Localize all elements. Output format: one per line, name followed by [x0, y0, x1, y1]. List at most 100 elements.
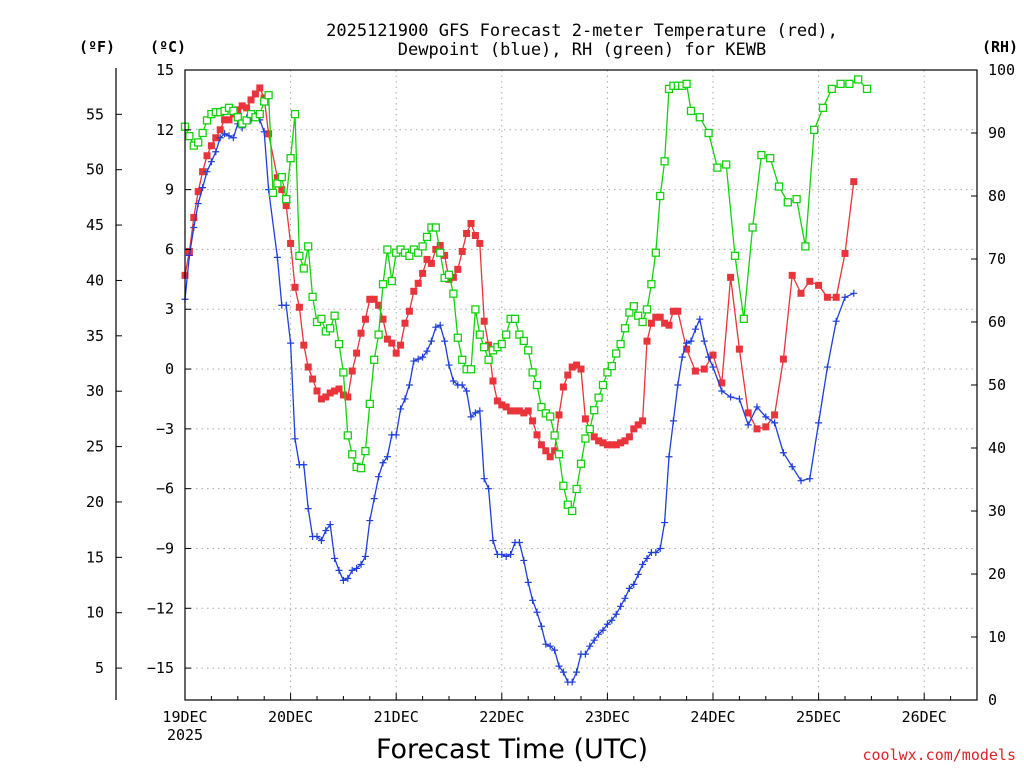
- temperature-point: [533, 431, 541, 439]
- dewpoint-point: [683, 339, 691, 347]
- dewpoint-point: [841, 293, 849, 301]
- temperature-point: [779, 355, 787, 363]
- dewpoint-point: [480, 475, 488, 483]
- rh-tick-label: 50: [988, 376, 1006, 394]
- rh-point: [563, 500, 572, 509]
- dewpoint-point: [335, 566, 343, 574]
- dewpoint-point: [551, 646, 559, 654]
- rh-point: [185, 131, 194, 141]
- dewpoint-point: [199, 184, 207, 192]
- temperature-point: [564, 371, 572, 379]
- dewpoint-point: [339, 576, 347, 584]
- temperature-point: [449, 273, 457, 281]
- rh-point: [497, 339, 506, 349]
- dewpoint-point: [392, 431, 400, 439]
- rh-point: [422, 232, 432, 242]
- chart-title-line1: 2025121900 GFS Forecast 2-meter Temperat…: [326, 21, 838, 41]
- rh-point: [418, 242, 427, 251]
- dewpoint-point: [665, 453, 673, 461]
- rh-point: [682, 79, 691, 89]
- credit-text: coolwx.com/models: [862, 746, 1016, 764]
- rh-point: [308, 292, 317, 301]
- f-tick-label: 20: [86, 493, 104, 511]
- temperature-point: [511, 407, 519, 415]
- dewpoint-point: [427, 337, 435, 345]
- temperature-point: [410, 287, 418, 295]
- rh-point: [339, 368, 348, 377]
- temperature-point: [832, 293, 840, 301]
- x-tick-label: 21DEC: [374, 708, 419, 726]
- dewpoint-point: [361, 552, 369, 560]
- temperature-point: [647, 319, 655, 327]
- x-axis-title: Forecast Time (UTC): [376, 734, 648, 765]
- rh-point: [277, 172, 286, 182]
- dewpoint-point: [599, 626, 607, 634]
- rh-point: [515, 330, 524, 339]
- dewpoint-point: [674, 381, 682, 389]
- dewpoint-point: [344, 574, 352, 582]
- rh-point: [660, 157, 669, 166]
- temperature-point: [419, 269, 427, 277]
- temperature-point: [841, 249, 849, 257]
- dewpoint-point: [313, 533, 321, 541]
- rh-point: [546, 412, 555, 421]
- temperature-point: [454, 265, 462, 273]
- rh-point: [625, 308, 634, 317]
- rh-point: [194, 138, 203, 147]
- dewpoint-point: [634, 570, 642, 578]
- temperature-point: [388, 339, 396, 347]
- dewpoint-point: [542, 640, 550, 648]
- c-tick-label: 12: [156, 121, 174, 139]
- dewpoint-point: [797, 477, 805, 485]
- temperature-point: [555, 411, 563, 419]
- temperature-point: [608, 441, 616, 449]
- dewpoint-point: [669, 417, 677, 425]
- rh-point: [405, 251, 414, 261]
- temperature-point: [674, 307, 682, 315]
- x-tick-label: 20DEC: [268, 708, 313, 726]
- rh-point: [299, 264, 308, 273]
- f-tick-label: 35: [86, 327, 104, 345]
- temperature-point: [507, 407, 515, 415]
- dewpoint-point: [687, 337, 695, 345]
- rh-point: [519, 336, 528, 346]
- dewpoint-point: [612, 610, 620, 618]
- dewpoint-point: [383, 453, 391, 461]
- x-tick-label: 19DEC: [162, 708, 207, 726]
- rh-tick-label: 10: [988, 628, 1006, 646]
- rh-point: [537, 402, 546, 412]
- temperature-point: [212, 134, 220, 142]
- dewpoint-point: [357, 560, 365, 568]
- temperature-point: [199, 168, 207, 176]
- dewpoint-point: [229, 134, 237, 142]
- temperature-point: [247, 96, 255, 104]
- temperature-point: [476, 239, 484, 247]
- c-tick-label: −12: [147, 599, 174, 617]
- rh-point: [502, 330, 511, 339]
- rh-point: [647, 280, 656, 289]
- rh-point: [229, 106, 238, 116]
- temperature-point: [595, 437, 603, 445]
- rh-point: [317, 314, 326, 324]
- temperature-point: [427, 259, 435, 267]
- temperature-point: [656, 313, 664, 321]
- temperature-point: [520, 409, 528, 417]
- rh-point: [304, 242, 313, 251]
- axes: 15129630−3−6−9−12−1555504540353025201510…: [86, 61, 1015, 744]
- temperature-point: [700, 365, 708, 373]
- dewpoint-point: [304, 505, 312, 513]
- temperature-point: [573, 361, 581, 369]
- rh-point: [704, 128, 713, 138]
- rh-point: [550, 431, 559, 440]
- rh-line: [184, 78, 868, 513]
- dewpoint-point: [370, 495, 378, 503]
- temperature-point: [295, 303, 303, 311]
- dewpoint-point: [436, 321, 444, 329]
- dewpoint-line: [184, 115, 855, 683]
- rh-point: [374, 330, 383, 339]
- dewpoint-point: [691, 325, 699, 333]
- dewpoint-point: [317, 537, 325, 545]
- plot-frame: [184, 69, 978, 701]
- dewpoint-point: [586, 642, 594, 650]
- rh-point: [572, 484, 581, 494]
